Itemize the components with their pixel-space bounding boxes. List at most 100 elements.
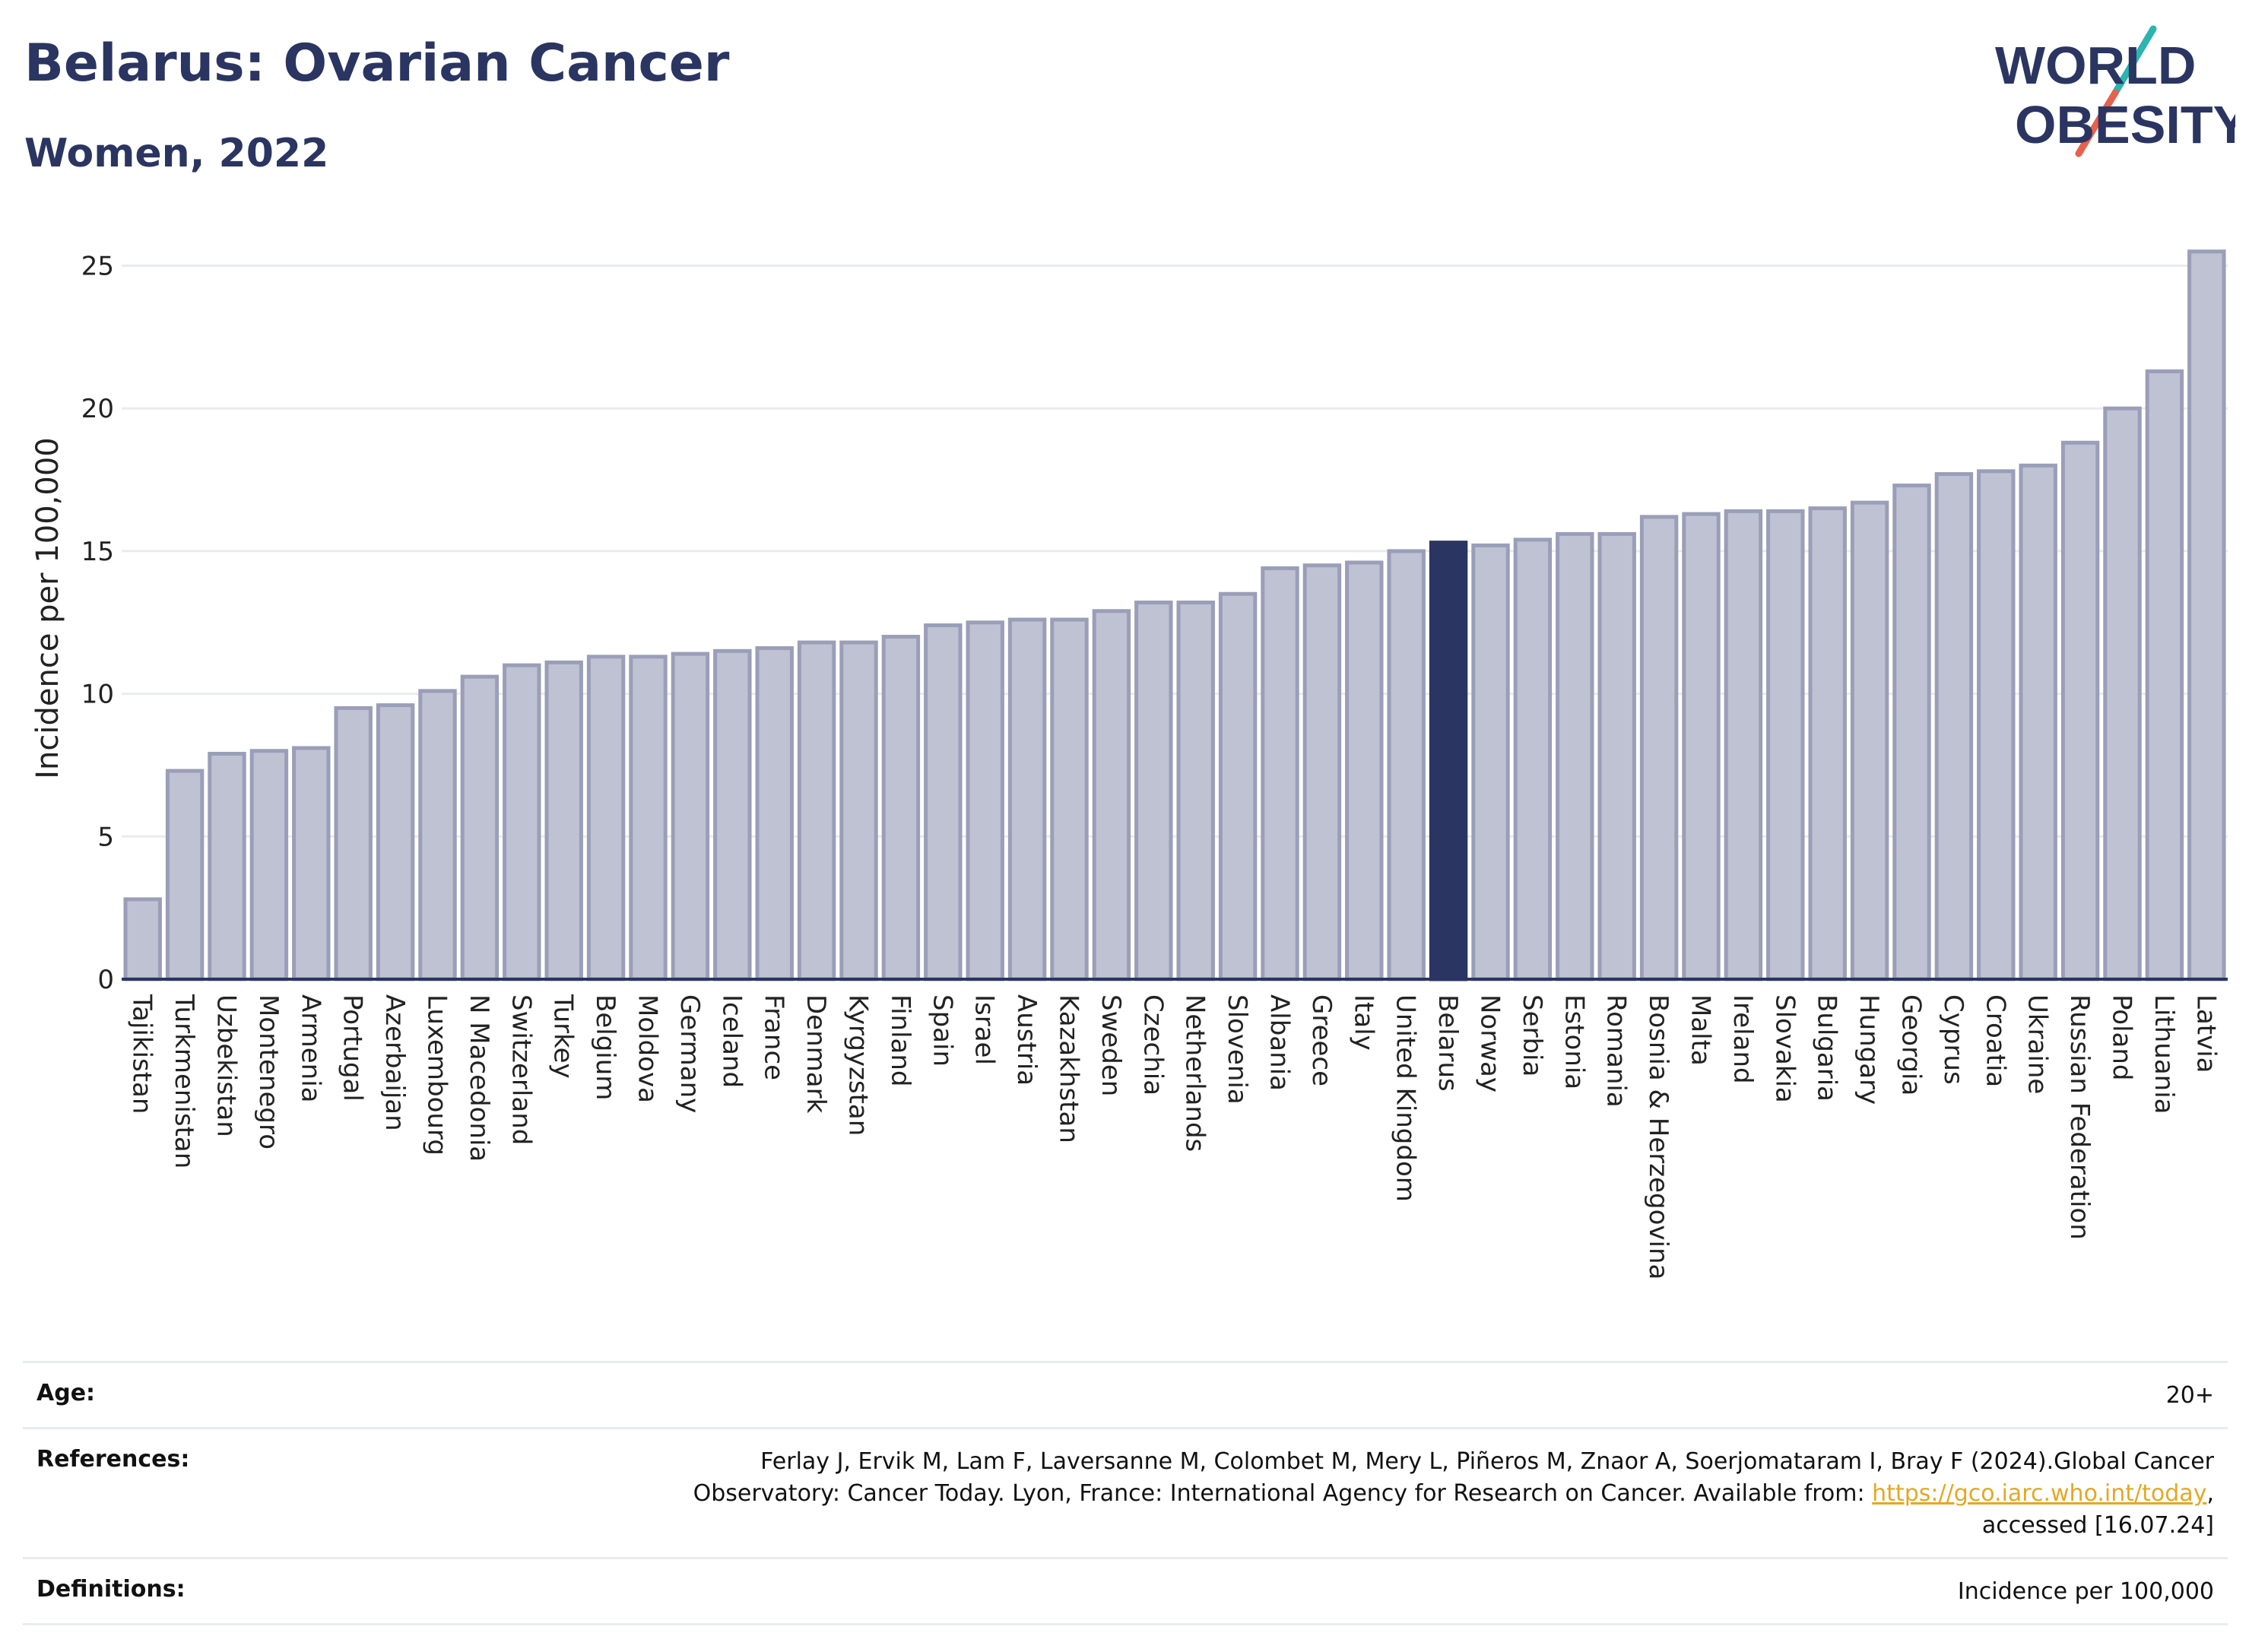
x-tick-label: Poland — [2107, 994, 2137, 1081]
chart-footer: Age: 20+ References: Ferlay J, Ervik M, … — [23, 1361, 2228, 1625]
bar-luxembourg — [418, 689, 457, 981]
bar-albania — [1261, 566, 1299, 981]
bar-kazakhstan — [1050, 617, 1089, 981]
x-tick-label: Denmark — [801, 994, 831, 1114]
x-tick-label: Italy — [1348, 994, 1378, 1051]
bar-croatia — [1977, 469, 2016, 981]
bar-moldova — [629, 655, 668, 981]
x-tick-label: Czechia — [1137, 994, 1168, 1096]
x-tick-label: Russian Federation — [2064, 994, 2095, 1240]
bar-switzerland — [503, 663, 541, 981]
bar-france — [755, 646, 794, 981]
bar-netherlands — [1176, 600, 1215, 981]
x-tick-label: Belgium — [590, 994, 620, 1100]
references-line-2: Observatory: Cancer Today. Lyon, France:… — [693, 1478, 2214, 1510]
x-tick-label: Turkey — [548, 994, 579, 1079]
x-tick-label: Albania — [1264, 994, 1295, 1091]
footer-row-age: Age: 20+ — [23, 1361, 2228, 1427]
x-tick-label: Tajikistan — [127, 994, 157, 1114]
references-text: Ferlay J, Ervik M, Lam F, Laversanne M, … — [693, 1446, 2214, 1542]
y-tick-label: 15 — [81, 537, 114, 567]
bar-azerbaijan — [376, 703, 415, 981]
x-tick-label: Turkmenistan — [169, 994, 199, 1168]
x-tick-label: Sweden — [1096, 994, 1126, 1096]
x-tick-label: Azerbaijan — [379, 994, 410, 1131]
bar-united-kingdom — [1387, 549, 1426, 981]
bar-austria — [1007, 617, 1047, 981]
bar-tajikistan — [123, 897, 162, 981]
bar-turkey — [544, 660, 583, 981]
x-tick-label: Luxembourg — [422, 994, 452, 1156]
x-tick-label: Bulgaria — [1812, 994, 1842, 1102]
bar-kyrgyzstan — [839, 640, 878, 981]
bar-belarus — [1429, 541, 1468, 981]
references-line-2-text: Observatory: Cancer Today. Lyon, France:… — [693, 1480, 1873, 1507]
references-line-2-suffix: , — [2206, 1480, 2214, 1507]
y-tick-label: 0 — [97, 965, 114, 995]
x-tick-label: Uzbekistan — [211, 994, 242, 1137]
x-tick-label: Lithuania — [2149, 994, 2179, 1114]
x-tick-label: Romania — [1601, 994, 1632, 1108]
y-tick-label: 5 — [97, 822, 114, 852]
x-tick-label: Israel — [969, 994, 1000, 1065]
bar-ukraine — [2019, 463, 2057, 981]
bar-israel — [966, 620, 1004, 981]
bar-iceland — [713, 648, 752, 981]
bar-lithuania — [2145, 369, 2184, 981]
chart-subtitle: Women, 2022 — [24, 131, 329, 176]
bar-finland — [881, 635, 921, 981]
x-tick-labels: Tajikistan Turkmenistan Uzbekistan Monteneg… — [127, 994, 2222, 1279]
x-tick-label: Belarus — [1432, 994, 1463, 1092]
x-tick-label: Switzerland — [506, 994, 536, 1145]
bar-romania — [1597, 531, 1636, 981]
x-tick-label: Greece — [1306, 994, 1337, 1086]
bar-germany — [671, 652, 710, 981]
bar-armenia — [292, 746, 331, 981]
bar-slovenia — [1218, 591, 1258, 981]
bar-italy — [1345, 560, 1384, 981]
bar-russian-federation — [2060, 440, 2100, 981]
x-tick-label: Iceland — [716, 994, 747, 1088]
world-obesity-logo: WORLD OBESITY — [1995, 25, 2235, 157]
bar-georgia — [1892, 484, 1931, 981]
age-label: Age: — [36, 1380, 96, 1406]
references-label: References: — [36, 1446, 190, 1473]
x-tick-label: Norway — [1475, 994, 1505, 1092]
logo-slash-top — [2111, 25, 2157, 97]
bar-norway — [1471, 543, 1510, 981]
references-link[interactable]: https://gco.iarc.who.int/today — [1872, 1480, 2207, 1507]
bar-denmark — [797, 640, 836, 981]
bar-slovakia — [1766, 509, 1805, 981]
bar-sweden — [1092, 609, 1131, 981]
bar-bulgaria — [1808, 506, 1847, 981]
bar-ireland — [1724, 509, 1763, 981]
x-tick-label: Serbia — [1517, 994, 1547, 1076]
x-tick-label: Kyrgyzstan — [843, 994, 874, 1136]
logo-line2: OBESITY — [2015, 95, 2235, 154]
x-tick-label: Georgia — [1896, 994, 1927, 1096]
y-tick-labels: 0 5 10 15 20 25 — [81, 252, 114, 995]
x-tick-label: Ukraine — [2022, 994, 2053, 1094]
bar-portugal — [334, 706, 373, 981]
bar-malta — [1682, 512, 1721, 981]
chart-title: Belarus: Ovarian Cancer — [24, 33, 730, 94]
bar-chart: 0 5 10 15 20 25 Tajikistan Turkmenistan Uzbekis… — [30, 249, 2228, 1279]
x-tick-label: Portugal — [338, 994, 368, 1102]
bars — [123, 249, 2226, 981]
x-tick-label: Hungary — [1854, 994, 1884, 1105]
x-tick-label: France — [759, 994, 789, 1080]
bar-bosnia-herzegovina — [1639, 515, 1679, 981]
bar-poland — [2103, 406, 2142, 981]
bar-serbia — [1513, 537, 1553, 981]
x-tick-label: Montenegro — [253, 994, 284, 1149]
references-line-3: accessed [16.07.24] — [1981, 1512, 2214, 1539]
references-line-1: Ferlay J, Ervik M, Lam F, Laversanne M, … — [760, 1448, 2214, 1475]
x-tick-label: Ireland — [1727, 994, 1758, 1084]
x-tick-label: Spain — [927, 994, 957, 1067]
x-tick-label: Kazakhstan — [1054, 994, 1084, 1143]
y-tick-label: 10 — [81, 680, 114, 710]
bar-cyprus — [1934, 472, 1974, 981]
logo-line1: WORLD — [1995, 36, 2196, 95]
bar-czechia — [1134, 600, 1173, 981]
bar-estonia — [1556, 531, 1594, 981]
